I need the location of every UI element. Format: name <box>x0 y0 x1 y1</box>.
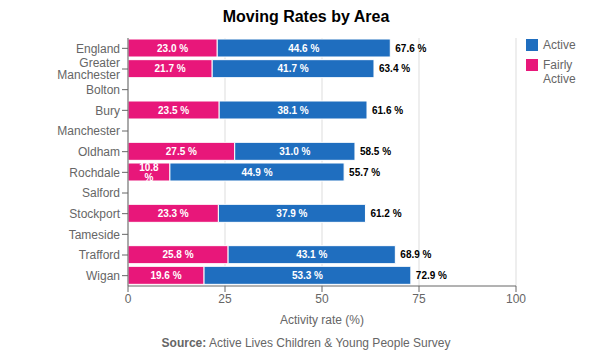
svg-text:25: 25 <box>218 292 232 306</box>
svg-text:Stockport: Stockport <box>69 207 120 221</box>
svg-text:63.4 %: 63.4 % <box>379 63 410 74</box>
svg-text:55.7 %: 55.7 % <box>349 167 380 178</box>
svg-text:Bolton: Bolton <box>86 83 120 97</box>
svg-text:Wigan: Wigan <box>86 269 120 283</box>
svg-text:23.3 %: 23.3 % <box>158 208 189 219</box>
svg-text:21.7 %: 21.7 % <box>155 63 186 74</box>
svg-text:38.1 %: 38.1 % <box>278 105 309 116</box>
svg-text:67.6 %: 67.6 % <box>395 43 426 54</box>
svg-text:Manchester: Manchester <box>57 124 120 138</box>
svg-text:37.9 %: 37.9 % <box>276 208 307 219</box>
svg-text:23.5 %: 23.5 % <box>158 105 189 116</box>
svg-text:GreaterManchester: GreaterManchester <box>57 56 120 82</box>
svg-text:England: England <box>76 42 120 56</box>
svg-text:31.0 %: 31.0 % <box>279 146 310 157</box>
html-text:Active: Active <box>543 72 576 86</box>
svg-text:44.6 %: 44.6 % <box>288 43 319 54</box>
svg-text:43.1 %: 43.1 % <box>296 249 327 260</box>
svg-text:75: 75 <box>412 292 426 306</box>
html-text:Active: Active <box>543 38 576 52</box>
svg-text:41.7 %: 41.7 % <box>278 63 309 74</box>
svg-text:53.3 %: 53.3 % <box>292 270 323 281</box>
svg-text:72.9 %: 72.9 % <box>416 270 447 281</box>
svg-text:Bury: Bury <box>95 104 120 118</box>
svg-text:61.2 %: 61.2 % <box>370 208 401 219</box>
svg-text:100: 100 <box>506 292 526 306</box>
svg-text:0: 0 <box>125 292 132 306</box>
html-text:Source: Active Lives Children: Source: Active Lives Children & Young Pe… <box>161 336 451 350</box>
svg-text:Oldham: Oldham <box>78 145 120 159</box>
svg-text:19.6 %: 19.6 % <box>150 270 181 281</box>
svg-text:Salford: Salford <box>82 186 120 200</box>
svg-text:Rochdale: Rochdale <box>69 166 120 180</box>
svg-text:Tameside: Tameside <box>69 228 121 242</box>
svg-text:23.0 %: 23.0 % <box>157 43 188 54</box>
svg-text:50: 50 <box>315 292 329 306</box>
html-text:Moving Rates by Area: Moving Rates by Area <box>222 8 390 25</box>
svg-text:Activity rate (%): Activity rate (%) <box>280 313 364 327</box>
svg-text:61.6 %: 61.6 % <box>372 105 403 116</box>
svg-text:58.5 %: 58.5 % <box>360 146 391 157</box>
svg-text:68.9 %: 68.9 % <box>400 249 431 260</box>
html-text:Fairly: Fairly <box>543 58 573 72</box>
svg-text:44.9 %: 44.9 % <box>241 167 272 178</box>
svg-text:27.5 %: 27.5 % <box>166 146 197 157</box>
svg-text:10.8%: 10.8% <box>139 162 159 183</box>
svg-text:25.8 %: 25.8 % <box>162 249 193 260</box>
svg-text:Trafford: Trafford <box>79 248 120 262</box>
